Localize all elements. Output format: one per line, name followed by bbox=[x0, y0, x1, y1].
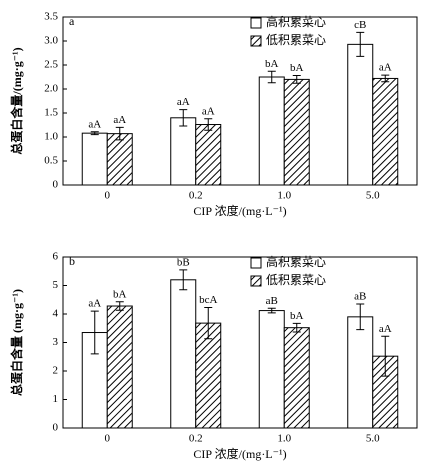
error-bar bbox=[115, 126, 124, 141]
error-bar bbox=[292, 75, 301, 84]
bar bbox=[372, 77, 399, 186]
bar bbox=[170, 279, 197, 429]
significance-letter: aA bbox=[88, 298, 101, 310]
y-tick-label: 3.0 bbox=[44, 35, 58, 47]
significance-letter: bA bbox=[113, 288, 127, 300]
significance-letter: bB bbox=[177, 256, 190, 268]
legend-swatch bbox=[250, 35, 262, 47]
significance-letter: aA bbox=[379, 323, 392, 335]
bar bbox=[106, 133, 133, 186]
x-axis-label: CIP 浓度/(mg·L⁻¹) bbox=[193, 446, 286, 461]
plot-frame bbox=[62, 16, 418, 186]
y-tick-label: 4 bbox=[53, 308, 59, 320]
panel-label: a bbox=[69, 14, 75, 28]
y-tick-label: 3 bbox=[53, 336, 59, 348]
y-tick-label: 0.5 bbox=[44, 155, 58, 167]
x-axis-label: CIP 浓度/(mg·L⁻¹) bbox=[193, 203, 286, 218]
significance-letter: aB bbox=[354, 291, 366, 303]
error-bar bbox=[356, 303, 365, 331]
x-tick-label: 5.0 bbox=[366, 433, 380, 445]
y-tick-label: 0 bbox=[53, 422, 59, 434]
legend-swatch bbox=[250, 275, 262, 287]
error-bar bbox=[381, 335, 390, 377]
error-bar bbox=[356, 31, 365, 57]
x-tick-label: 5.0 bbox=[366, 190, 380, 202]
x-tick-label: 1.0 bbox=[277, 190, 291, 202]
bar bbox=[258, 76, 285, 186]
y-tick-label: 2 bbox=[53, 365, 59, 377]
error-bar bbox=[90, 131, 99, 136]
significance-letter: bcA bbox=[199, 294, 217, 306]
significance-letter: aA bbox=[88, 118, 101, 130]
bar bbox=[258, 310, 285, 429]
bar bbox=[347, 316, 374, 429]
error-bar bbox=[179, 269, 188, 291]
y-tick-label: 0 bbox=[53, 179, 59, 191]
bar bbox=[347, 43, 374, 186]
error-bar bbox=[204, 118, 213, 131]
x-tick-label: 0.2 bbox=[189, 433, 203, 445]
error-bar bbox=[381, 74, 390, 83]
legend-label: 高积累菜心 bbox=[266, 254, 326, 269]
bar bbox=[170, 117, 197, 186]
y-tick-label: 5 bbox=[53, 279, 59, 291]
legend-swatch bbox=[250, 257, 262, 269]
legend-label: 低积累菜心 bbox=[266, 33, 326, 47]
error-bar bbox=[292, 322, 301, 333]
error-bar bbox=[267, 70, 276, 84]
significance-letter: aA bbox=[177, 96, 190, 108]
error-bar bbox=[90, 310, 99, 355]
y-tick-label: 1.0 bbox=[44, 131, 58, 143]
error-bar bbox=[179, 109, 188, 127]
bar bbox=[195, 124, 222, 186]
bar bbox=[106, 305, 133, 429]
y-tick-label: 1.5 bbox=[44, 107, 58, 119]
legend-label: 低积累菜心 bbox=[266, 273, 326, 287]
legend-label: 高积累菜心 bbox=[266, 14, 326, 29]
significance-letter: aA bbox=[379, 62, 392, 74]
significance-letter: aA bbox=[113, 114, 126, 126]
x-tick-label: 1.0 bbox=[277, 433, 291, 445]
y-axis-label: 总蛋白含量/(mg·g⁻¹) bbox=[9, 47, 24, 154]
x-tick-label: 0 bbox=[105, 433, 111, 445]
panel-label: b bbox=[69, 254, 75, 268]
significance-letter: bA bbox=[265, 58, 279, 70]
significance-letter: bA bbox=[290, 310, 304, 322]
bar bbox=[81, 132, 108, 186]
significance-letter: cB bbox=[354, 19, 366, 31]
y-tick-label: 6 bbox=[53, 251, 59, 263]
y-tick-label: 3.5 bbox=[44, 11, 58, 23]
error-bar bbox=[115, 301, 124, 311]
bar bbox=[283, 78, 310, 186]
legend-swatch bbox=[250, 17, 262, 29]
y-tick-label: 2.0 bbox=[44, 83, 58, 95]
x-tick-label: 0.2 bbox=[189, 190, 203, 202]
significance-letter: aA bbox=[202, 105, 215, 117]
y-axis-label: 总蛋白含量 (mg·g⁻¹) bbox=[9, 289, 24, 396]
bar bbox=[283, 327, 310, 429]
significance-letter: aB bbox=[266, 295, 278, 307]
error-bar bbox=[204, 306, 213, 340]
significance-letter: bA bbox=[290, 62, 304, 74]
y-tick-label: 1 bbox=[53, 393, 59, 405]
y-tick-label: 2.5 bbox=[44, 59, 58, 71]
error-bar bbox=[267, 307, 276, 314]
x-tick-label: 0 bbox=[105, 190, 111, 202]
